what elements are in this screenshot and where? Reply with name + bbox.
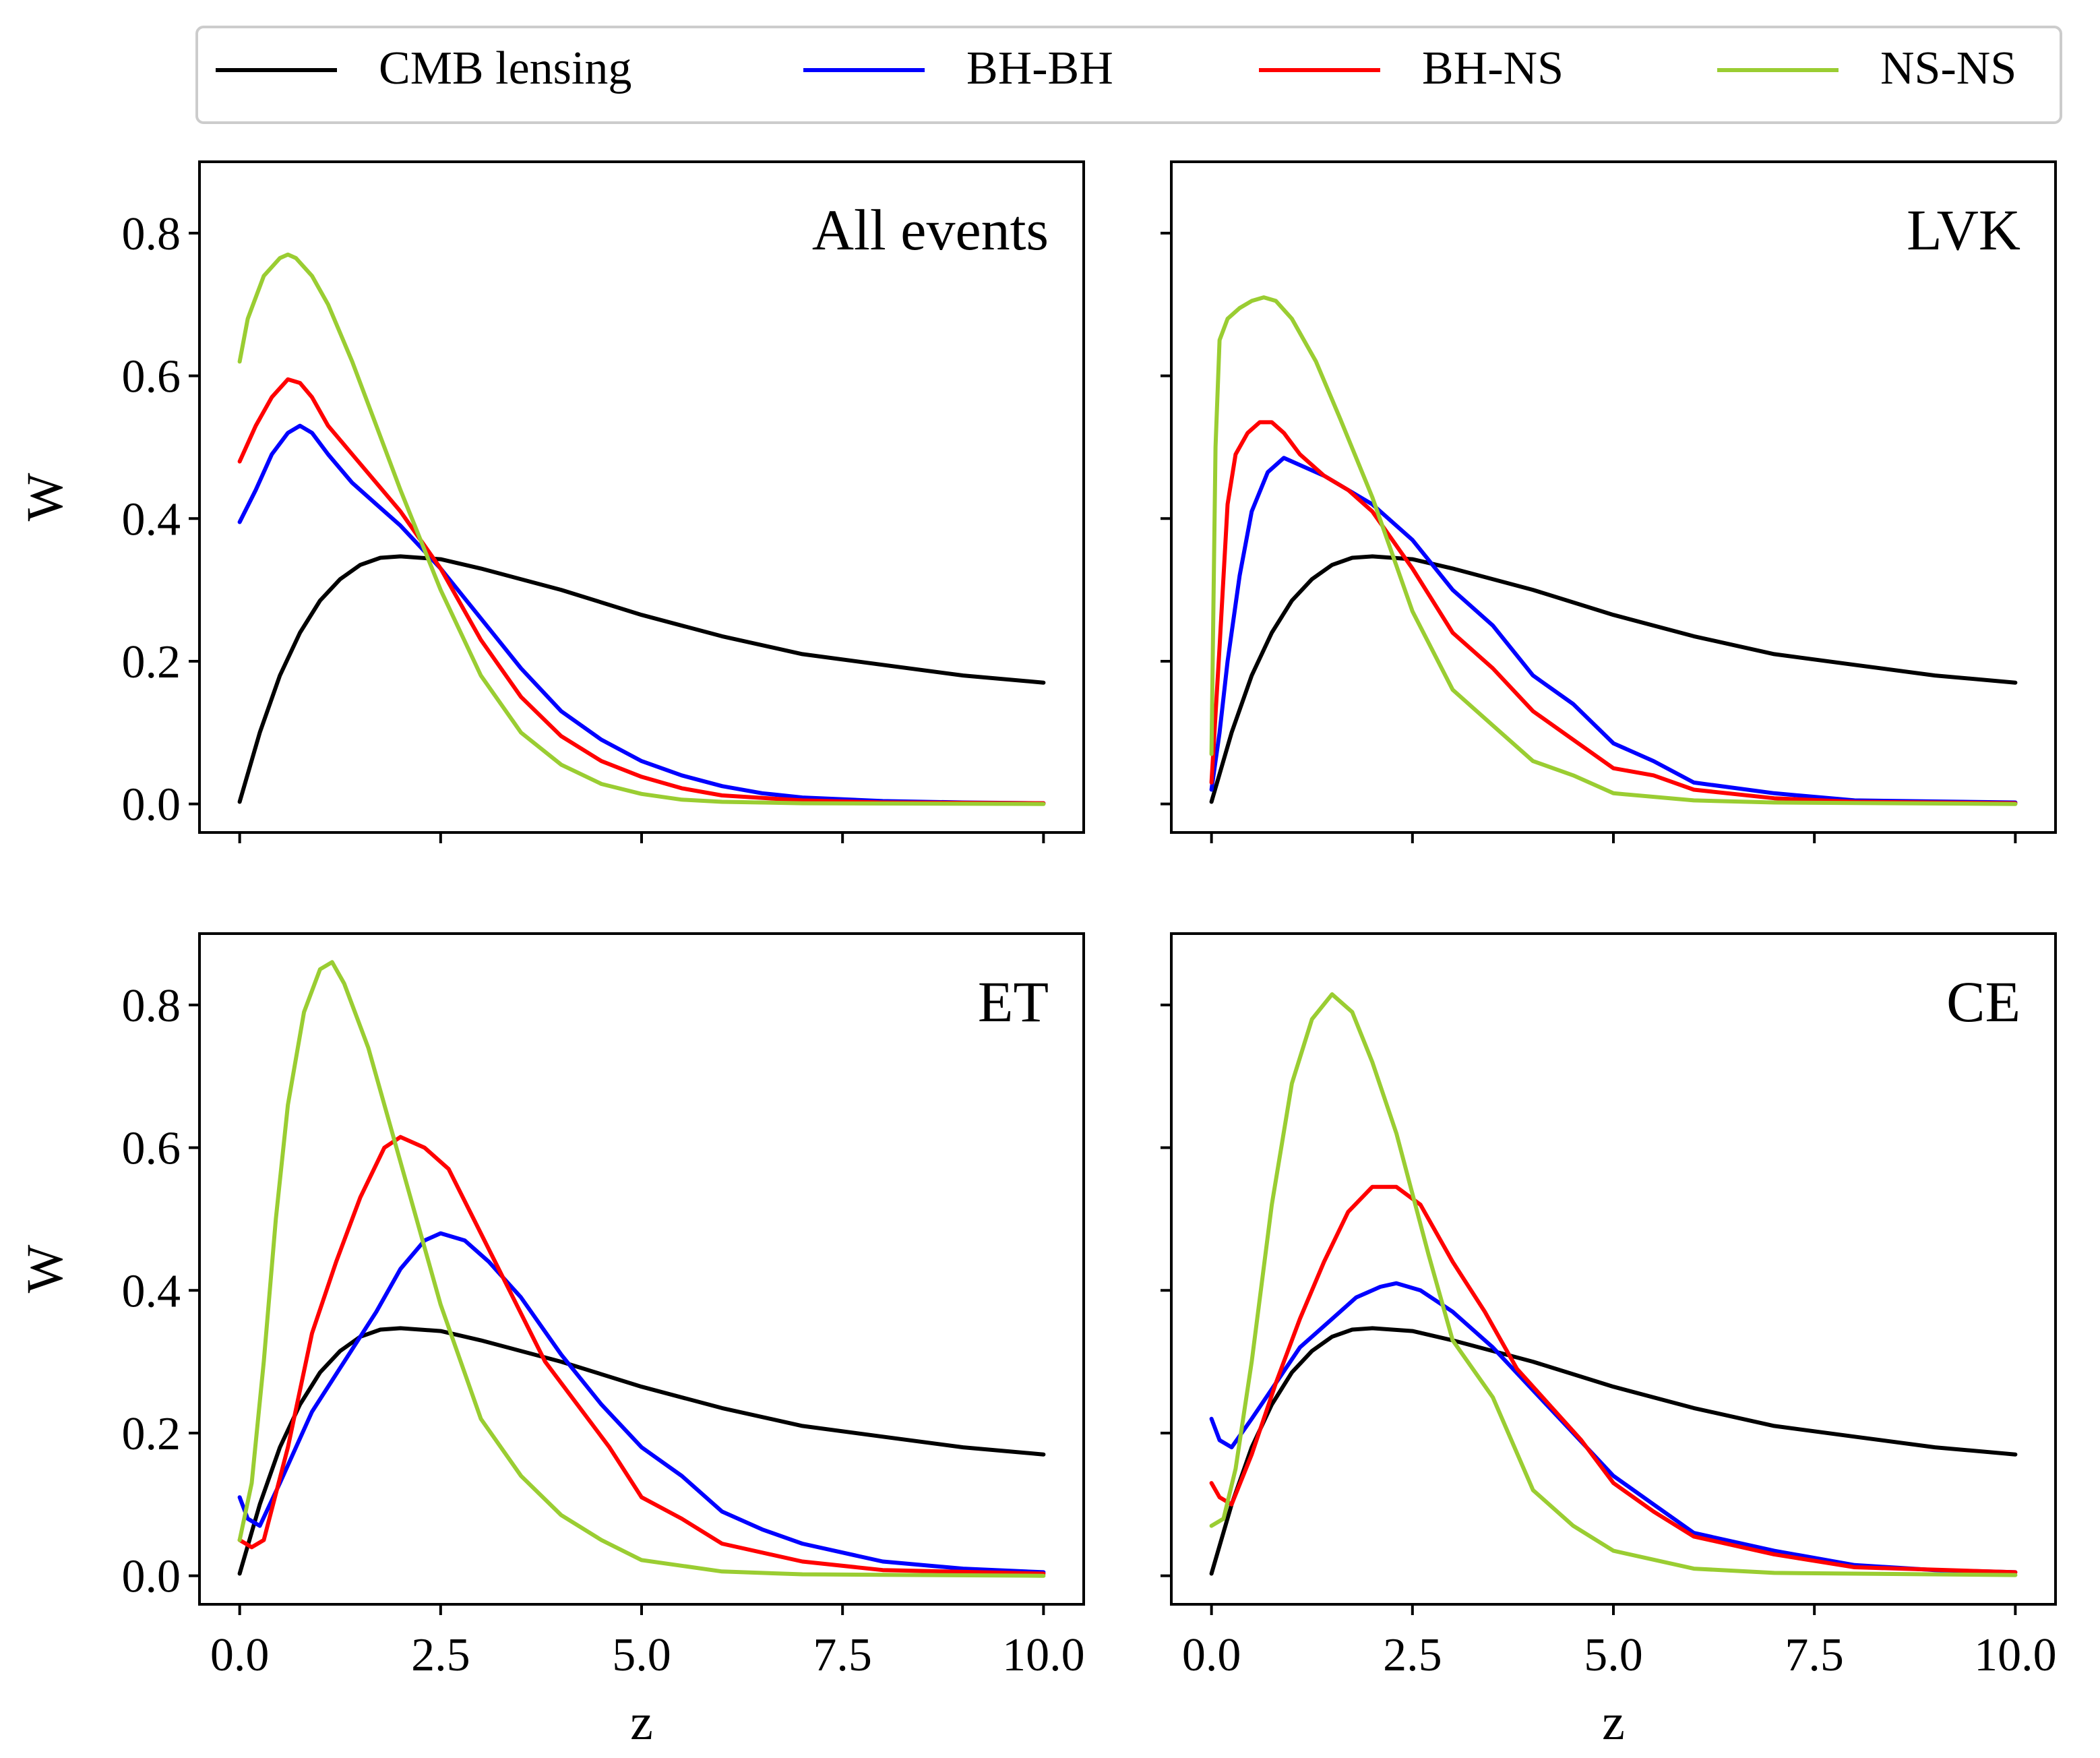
- y-tick-label: 0.2: [122, 636, 181, 688]
- x-tick-label: 0.0: [1182, 1629, 1241, 1681]
- x-tick-label: 5.0: [612, 1629, 671, 1681]
- y-tick-label: 0.4: [122, 493, 181, 545]
- series-group: [237, 960, 1046, 1578]
- y-tick-label: 0.4: [122, 1265, 181, 1317]
- panel-title: All events: [812, 198, 1049, 262]
- x-tick-label: 2.5: [1383, 1629, 1442, 1681]
- y-tick-label: 0.6: [122, 1123, 181, 1175]
- series-line-bh-bh: [1209, 1281, 2018, 1575]
- series-line-bh-bh: [1209, 456, 2018, 805]
- panel-title: ET: [978, 969, 1049, 1034]
- series-line-bh-ns: [1209, 1184, 2018, 1575]
- x-tick-label: 7.5: [813, 1629, 872, 1681]
- legend: CMB lensing BH-BH BH-NS NS-NS: [195, 26, 2062, 124]
- panel-all-events: 0.0 0.2 0.4 0.6 0.8 All events W: [17, 160, 1085, 843]
- x-tick-label: 10.0: [1002, 1629, 1085, 1681]
- y-tick-label: 0.8: [122, 980, 181, 1032]
- panel-ce: 0.0 2.5 5.0 7.5 10.0 CE z: [1161, 932, 2057, 1751]
- panel-et: 0.0 2.5 5.0 7.5 10.0 0.0 0.2 0.4 0.6 0.8 ET Wz: [17, 932, 1085, 1751]
- x-tick-label: 5.0: [1584, 1629, 1643, 1681]
- y-tick-label: 0.0: [122, 779, 181, 831]
- panel-title: CE: [1946, 969, 2020, 1034]
- panels: 0.0 0.2 0.4 0.6 0.8 All events W LVK 0.0 2.5 5.0 7.…: [17, 160, 2057, 1751]
- y-tick-label: 0.6: [122, 351, 181, 403]
- series-line-ns-ns: [237, 252, 1046, 806]
- legend-label-cmb-lensing: CMB lensing: [379, 42, 631, 94]
- series-group: [237, 252, 1046, 806]
- x-tick-label: 2.5: [411, 1629, 470, 1681]
- series-group: [1209, 992, 2018, 1577]
- y-tick-label: 0.0: [122, 1551, 181, 1603]
- series-line-cmb-lensing: [237, 554, 1046, 804]
- series-line-bh-ns: [1209, 420, 2018, 806]
- series-line-bh-bh: [237, 423, 1046, 806]
- y-axis-label: W: [17, 473, 73, 521]
- series-line-ns-ns: [237, 960, 1046, 1578]
- panel-title: LVK: [1907, 198, 2020, 262]
- y-axis-label: W: [17, 1244, 73, 1293]
- legend-label-bh-bh: BH-BH: [966, 42, 1113, 94]
- series-line-bh-ns: [237, 377, 1046, 806]
- x-axis-label: z: [630, 1694, 653, 1751]
- x-tick-label: 10.0: [1974, 1629, 2057, 1681]
- series-line-bh-bh: [237, 1231, 1046, 1575]
- legend-frame: [195, 26, 2062, 124]
- x-tick-label: 0.0: [210, 1629, 270, 1681]
- panel-lvk: LVK: [1161, 160, 2057, 843]
- x-axis-label: z: [1602, 1694, 1625, 1751]
- y-tick-label: 0.2: [122, 1408, 181, 1460]
- series-group: [1209, 295, 2018, 806]
- y-tick-label: 0.8: [122, 208, 181, 260]
- legend-label-bh-ns: BH-NS: [1422, 42, 1564, 94]
- series-line-ns-ns: [1209, 992, 2018, 1577]
- x-tick-label: 7.5: [1785, 1629, 1844, 1681]
- legend-label-ns-ns: NS-NS: [1880, 42, 2016, 94]
- series-line-cmb-lensing: [1209, 1326, 2018, 1576]
- series-line-ns-ns: [1209, 295, 2018, 806]
- series-line-bh-ns: [237, 1134, 1046, 1576]
